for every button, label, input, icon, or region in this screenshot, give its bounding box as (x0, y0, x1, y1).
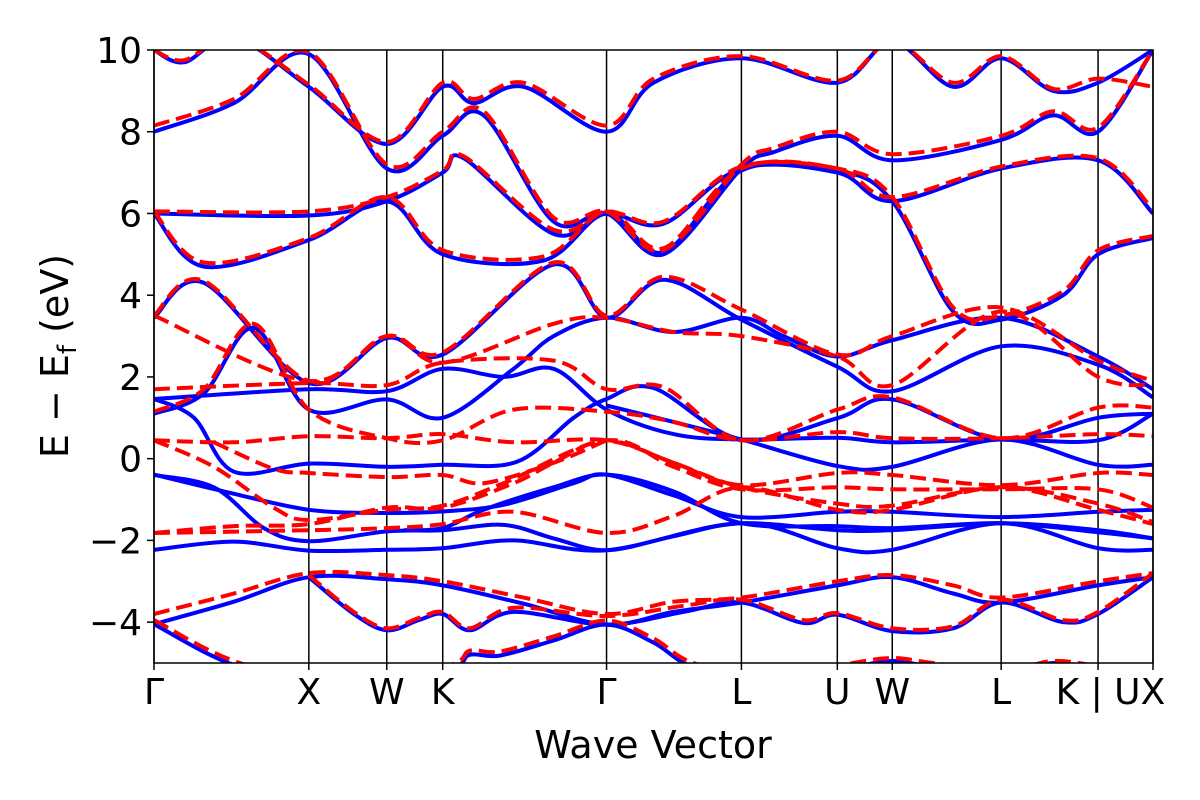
series_2-band (154, 50, 1153, 254)
series_2-band (154, 485, 1153, 536)
series_1-band (154, 521, 1153, 555)
x-tick-label: L (731, 672, 751, 713)
plot-frame (153, 49, 1154, 664)
series_2-band (154, 159, 1153, 322)
x-tick-label: X (297, 672, 322, 713)
series_1-band (154, 472, 1153, 520)
y-tick-label: 6 (119, 194, 142, 235)
series_1-band (154, 622, 1075, 663)
y-axis-label-sub: f (53, 344, 83, 354)
y-axis-label-main: E − E (33, 354, 77, 458)
y-tick-label: −4 (89, 603, 142, 644)
y-tick-label: 8 (119, 113, 142, 154)
series_2-band (154, 618, 1091, 663)
series_1-band (154, 573, 1153, 627)
series_2-band (154, 151, 1153, 234)
x-tick-label: K | U (1056, 672, 1141, 713)
series_2-band (307, 571, 1153, 632)
series_1-band (403, 472, 1153, 541)
y-axis-label: E − Ef (eV) (33, 254, 83, 458)
y-tick-label: 0 (119, 440, 142, 481)
y-axis-label-unit: (eV) (33, 254, 77, 345)
series_2-band (154, 309, 1153, 389)
y-tick-label: 10 (96, 31, 142, 72)
x-tick-label: Γ (144, 672, 164, 713)
x-tick-label: L (991, 672, 1011, 713)
x-axis-label: Wave Vector (534, 723, 772, 767)
y-tick-label: 4 (119, 276, 142, 317)
x-tick-label: K (431, 672, 456, 713)
high-symmetry-lines (153, 50, 1154, 663)
series_2-band (154, 321, 1153, 446)
y-tick-label: −2 (89, 521, 142, 562)
x-tick-label: Γ (597, 672, 617, 713)
series_1-band (154, 161, 1153, 327)
bands (154, 50, 1153, 663)
x-tick-label: X (1141, 672, 1166, 713)
series_1-band (307, 575, 1153, 635)
series_1-band (154, 50, 1153, 146)
x-tick-label: W (874, 672, 910, 713)
x-tick-label: W (369, 672, 405, 713)
y-axis-ticks: −4 −2 0 2 4 6 8 10 (89, 31, 154, 644)
series_2-band (154, 50, 1153, 145)
x-tick-label: U (824, 672, 850, 713)
series_2-band (154, 569, 1153, 617)
y-tick-label: 2 (119, 358, 142, 399)
series_2-band (154, 260, 1153, 385)
